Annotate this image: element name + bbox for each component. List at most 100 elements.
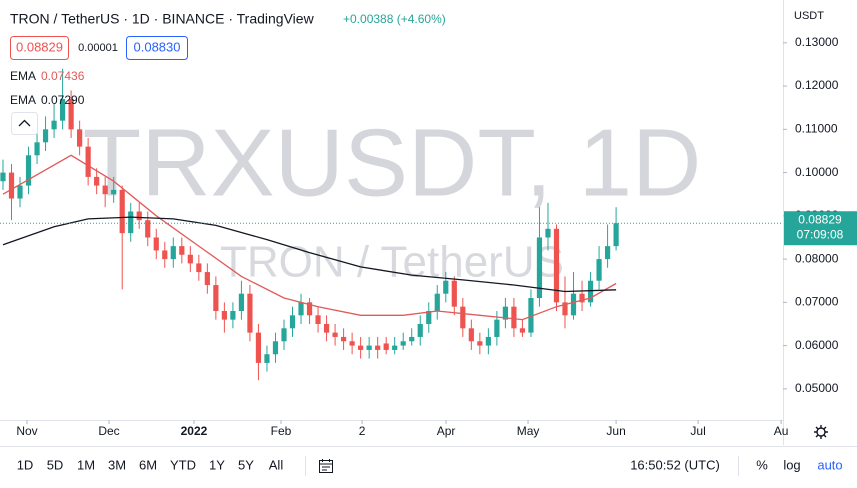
candle-body xyxy=(94,176,100,186)
candle-body xyxy=(153,237,159,251)
log-toggle[interactable]: log xyxy=(783,457,800,472)
y-tick-label: 0.10000 xyxy=(795,165,839,179)
candle-body xyxy=(204,272,210,286)
ema-line xyxy=(2,216,617,293)
candle-body xyxy=(358,345,364,350)
candle-body xyxy=(213,285,219,311)
x-tick-label: Dec xyxy=(98,424,119,438)
collapse-button[interactable] xyxy=(11,112,38,135)
candle-body xyxy=(349,341,355,346)
sell-price[interactable]: 0.08829 xyxy=(16,39,63,54)
calendar-lines xyxy=(319,459,333,471)
candle-body xyxy=(255,332,262,363)
sell-box[interactable] xyxy=(10,36,69,60)
candle-body xyxy=(323,323,330,333)
candle-body xyxy=(289,315,296,329)
candle-body xyxy=(119,189,125,234)
watermark: TRXUSDT, 1D xyxy=(83,109,702,216)
candle-body xyxy=(145,220,151,238)
gear xyxy=(816,427,826,437)
range-button[interactable]: 5Y xyxy=(238,457,254,472)
range-button[interactable]: YTD xyxy=(170,457,196,472)
last-price-box xyxy=(784,211,857,246)
candle-body xyxy=(221,310,227,320)
candle-body xyxy=(179,246,185,255)
candle-body xyxy=(400,341,406,346)
candle-body xyxy=(196,263,202,273)
candle-body xyxy=(511,306,517,329)
indicator-name: EMA xyxy=(10,69,36,83)
indicator-name: EMA xyxy=(10,93,36,107)
range-button[interactable]: 1M xyxy=(77,457,95,472)
clock[interactable]: 16:50:52 (UTC) xyxy=(630,457,720,472)
currency[interactable]: USDT xyxy=(794,10,824,22)
candle-body xyxy=(341,336,347,342)
candle-body xyxy=(562,302,568,316)
candle-body xyxy=(162,250,168,260)
candle-body xyxy=(494,319,500,337)
ema-line xyxy=(2,154,617,321)
candle-body xyxy=(8,172,15,199)
candle-body xyxy=(306,302,313,316)
candle-body xyxy=(128,211,134,234)
candle-body xyxy=(392,345,398,350)
range-button[interactable]: 1D xyxy=(17,457,34,472)
settings-icon[interactable] xyxy=(814,425,828,439)
x-tick-label: Jul xyxy=(690,424,705,438)
candle-body xyxy=(264,354,270,363)
candle-body xyxy=(77,129,83,147)
candle-body xyxy=(375,345,381,350)
candle-body xyxy=(528,298,534,333)
candle-body xyxy=(570,293,577,316)
candle-body xyxy=(272,341,279,355)
countdown-label: 07:09:08 xyxy=(797,227,844,241)
buy-price[interactable]: 0.08830 xyxy=(134,39,181,54)
gear-teeth xyxy=(814,425,828,439)
auto-toggle[interactable]: auto xyxy=(817,457,842,472)
candle-body xyxy=(42,129,49,143)
range-button[interactable]: All xyxy=(269,457,284,472)
indicator-value: 0.07290 xyxy=(41,93,85,107)
candle-body xyxy=(298,302,304,316)
candle-body xyxy=(409,336,415,342)
candle-body xyxy=(230,310,236,320)
x-tick-label: Nov xyxy=(16,424,37,438)
candle-body xyxy=(434,293,440,311)
candle-body xyxy=(17,185,23,199)
candle-body xyxy=(451,280,457,307)
indicator-value: 0.07436 xyxy=(41,69,85,83)
candle-body xyxy=(281,328,287,342)
candle-body xyxy=(315,315,321,324)
spread: 0.00001 xyxy=(78,42,118,54)
x-tick-label: Au xyxy=(774,424,789,438)
y-tick-label: 0.05000 xyxy=(795,381,839,395)
y-tick-label: 0.06000 xyxy=(795,338,839,352)
x-tick-label: Apr xyxy=(437,424,456,438)
candle-body xyxy=(59,99,66,121)
candle-body xyxy=(238,293,245,311)
candle-body xyxy=(68,99,74,130)
percent-toggle[interactable]: % xyxy=(756,457,768,472)
candle-body xyxy=(51,120,57,130)
x-tick-label: Jun xyxy=(606,424,625,438)
last-price-label: 0.08829 xyxy=(798,212,842,226)
y-tick-label: 0.08000 xyxy=(795,251,839,265)
candle-body xyxy=(587,280,594,303)
range-button[interactable]: 3M xyxy=(108,457,126,472)
range-button[interactable]: 1Y xyxy=(209,457,225,472)
y-tick-label: 0.13000 xyxy=(795,35,839,49)
range-button[interactable]: 6M xyxy=(139,457,157,472)
candle-body xyxy=(519,328,526,333)
candle-body xyxy=(468,328,474,342)
candle-body xyxy=(247,293,253,333)
buy-box[interactable] xyxy=(126,36,188,60)
candle-body xyxy=(426,310,432,324)
candle-body xyxy=(0,172,6,182)
candle-body xyxy=(553,228,560,303)
x-tick-label: 2022 xyxy=(181,424,208,438)
candle-body xyxy=(170,246,176,260)
calendar-icon[interactable] xyxy=(319,459,333,473)
watermark-subtitle: TRON / TetherUS xyxy=(220,238,564,287)
range-button[interactable]: 5D xyxy=(47,457,64,472)
